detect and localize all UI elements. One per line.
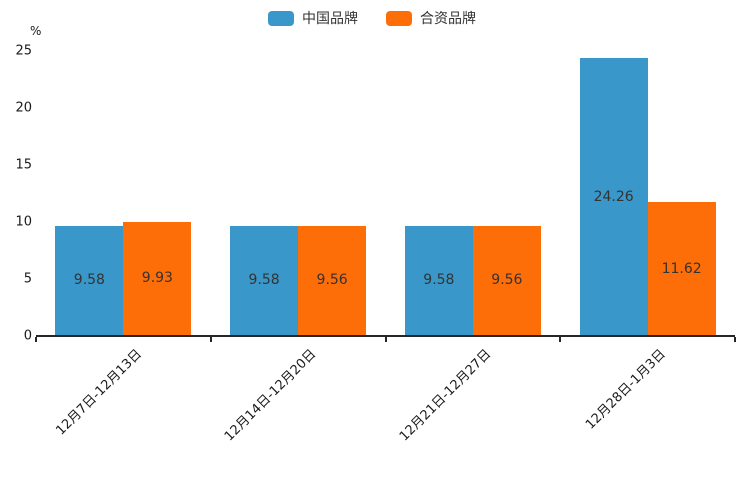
bar-joint-venture-brand-group4[interactable] xyxy=(647,202,716,335)
x-axis-tick xyxy=(384,337,387,342)
legend-item-china-brand[interactable]: 中国品牌 xyxy=(268,8,358,28)
y-axis-tick-label: 15 xyxy=(15,157,32,173)
x-axis-category-label: 12月14日-12月20日 xyxy=(222,346,320,445)
x-axis-tick xyxy=(734,337,736,342)
y-axis-tick-label: 25 xyxy=(15,43,32,59)
x-axis-category-label: 12月7日-12月13日 xyxy=(53,346,145,439)
legend-swatch-china-brand xyxy=(268,10,294,26)
x-axis-category-label: 12月28日-1月3日 xyxy=(583,346,670,433)
bar-value-label: 9.58 xyxy=(248,272,280,289)
legend-label-china-brand: 中国品牌 xyxy=(302,11,358,27)
y-axis-tick-label: 0 xyxy=(23,328,32,344)
x-axis-line xyxy=(36,335,735,337)
legend: 中国品牌 合资品牌 xyxy=(0,8,744,28)
bar-value-label: 24.26 xyxy=(593,188,634,205)
bar-value-label: 9.58 xyxy=(73,272,105,289)
bar-joint-venture-brand-group2[interactable] xyxy=(298,225,367,335)
bar-value-label: 9.56 xyxy=(316,272,348,289)
bar-china-brand-group4[interactable] xyxy=(579,58,648,335)
x-axis-tick xyxy=(35,337,37,342)
legend-item-joint-venture-brand[interactable]: 合资品牌 xyxy=(386,8,476,28)
y-axis-tick-label: 10 xyxy=(15,214,32,230)
bar-value-label: 9.58 xyxy=(423,272,455,289)
bar-value-label: 9.56 xyxy=(491,272,523,289)
y-axis-unit-label: % xyxy=(30,24,42,38)
bar-china-brand-group3[interactable] xyxy=(404,225,473,335)
legend-label-joint-venture-brand: 合资品牌 xyxy=(420,11,476,27)
x-axis-tick xyxy=(209,337,212,342)
bar-joint-venture-brand-group3[interactable] xyxy=(472,225,541,335)
x-axis-tick xyxy=(559,337,562,342)
bar-joint-venture-brand-group1[interactable] xyxy=(123,221,192,335)
bar-china-brand-group1[interactable] xyxy=(55,225,124,335)
legend-swatch-joint-venture-brand xyxy=(386,10,412,26)
x-axis-category-label: 12月21日-12月27日 xyxy=(396,346,495,445)
y-axis-tick-label: 20 xyxy=(15,100,32,116)
bar-value-label: 11.62 xyxy=(661,260,702,277)
bar-china-brand-group2[interactable] xyxy=(230,225,299,335)
bar-value-label: 9.93 xyxy=(141,270,173,287)
y-axis-tick-label: 5 xyxy=(23,271,32,287)
